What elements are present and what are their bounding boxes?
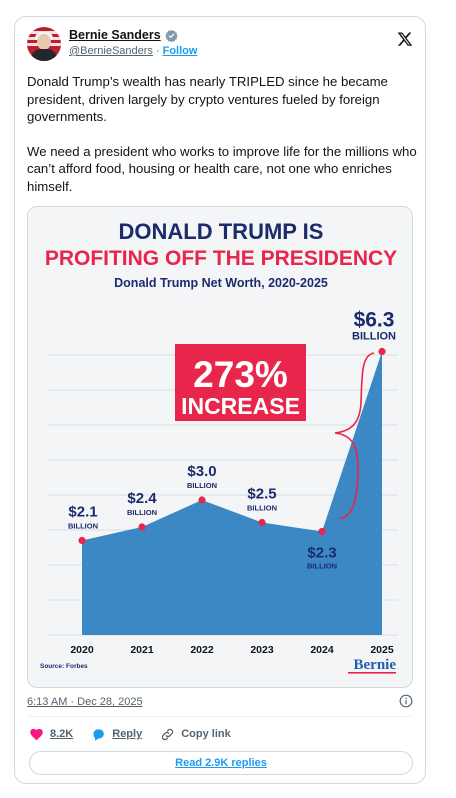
tweet-text: Donald Trump’s wealth has nearly TRIPLED… <box>27 73 419 212</box>
tweet-actions: 8.2K Reply Copy link <box>29 724 231 744</box>
increase-brace-icon <box>334 352 375 520</box>
verified-badge-icon <box>164 29 178 42</box>
data-point-2025 <box>378 347 386 356</box>
data-point-2024 <box>318 527 326 536</box>
value-label-2025: $6.3 <box>354 309 395 332</box>
like-button[interactable]: 8.2K <box>29 727 73 742</box>
tweet-paragraph: Donald Trump’s wealth has nearly TRIPLED… <box>27 74 388 124</box>
value-label-2023: $2.5 <box>247 486 276 503</box>
avatar[interactable] <box>27 27 61 61</box>
headline-line-1: DONALD TRUMP IS <box>119 219 324 244</box>
follow-button[interactable]: Follow <box>162 45 198 57</box>
data-point-2021 <box>138 523 146 531</box>
reply-bubble-icon <box>93 728 105 741</box>
author-handle[interactable]: @BernieSanders <box>69 45 153 57</box>
unit-label-2021: BILLION <box>127 508 157 517</box>
x-tick-2020: 2020 <box>70 644 94 656</box>
value-label-2022: $3.0 <box>187 463 216 480</box>
tweet-timestamp[interactable]: 6:13 AM · Dec 28, 2025 <box>27 696 143 708</box>
net-worth-chart: DONALD TRUMP IS PROFITING OFF THE PRESID… <box>28 207 412 687</box>
callout-percent: 273% <box>193 354 288 395</box>
copy-link-label: Copy link <box>181 728 231 740</box>
data-point-2022 <box>198 496 206 504</box>
heart-icon <box>30 728 43 740</box>
unit-label-2025: BILLION <box>352 331 396 343</box>
reply-button[interactable]: Reply <box>91 727 142 742</box>
x-tick-2021: 2021 <box>130 644 154 656</box>
x-tick-2022: 2022 <box>190 644 214 656</box>
link-icon <box>162 728 174 740</box>
unit-label-2022: BILLION <box>187 481 217 490</box>
tweet-image[interactable]: DONALD TRUMP IS PROFITING OFF THE PRESID… <box>27 206 413 688</box>
chart-title: Donald Trump Net Worth, 2020-2025 <box>114 276 328 290</box>
x-logo-icon[interactable] <box>397 31 413 47</box>
data-point-2023 <box>258 518 266 527</box>
bernie-logo-underline <box>348 672 396 674</box>
tweet-card: Bernie Sanders @BernieSanders · Follow D… <box>14 16 426 784</box>
data-point-2020 <box>78 536 86 545</box>
increase-callout: 273% INCREASE <box>175 344 306 421</box>
like-count: 8.2K <box>50 728 74 740</box>
value-label-2021: $2.4 <box>127 490 157 507</box>
bernie-logo: Bernie <box>354 657 397 673</box>
callout-label: INCREASE <box>181 393 300 419</box>
copy-link-button[interactable]: Copy link <box>160 727 231 742</box>
tweet-header: Bernie Sanders @BernieSanders · Follow <box>27 27 415 63</box>
handle-separator: · <box>155 45 160 57</box>
divider <box>27 716 413 717</box>
unit-label-2020: BILLION <box>68 522 98 531</box>
value-label-2024: $2.3 <box>307 545 336 562</box>
info-icon[interactable] <box>399 694 413 708</box>
unit-label-2023: BILLION <box>247 504 277 513</box>
reply-label: Reply <box>112 728 143 740</box>
x-tick-2023: 2023 <box>250 644 274 656</box>
net-worth-area <box>82 351 382 635</box>
source-note: Source: Forbes <box>40 663 88 670</box>
value-label-2020: $2.1 <box>68 504 97 521</box>
x-tick-2024: 2024 <box>310 644 334 656</box>
author-display-name[interactable]: Bernie Sanders <box>69 28 161 42</box>
headline-line-2: PROFITING OFF THE PRESIDENCY <box>45 247 397 270</box>
unit-label-2024: BILLION <box>307 562 337 571</box>
read-replies-button[interactable]: Read 2.9K replies <box>29 751 413 775</box>
tweet-paragraph: We need a president who works to improve… <box>27 143 417 194</box>
x-tick-2025: 2025 <box>370 644 394 656</box>
